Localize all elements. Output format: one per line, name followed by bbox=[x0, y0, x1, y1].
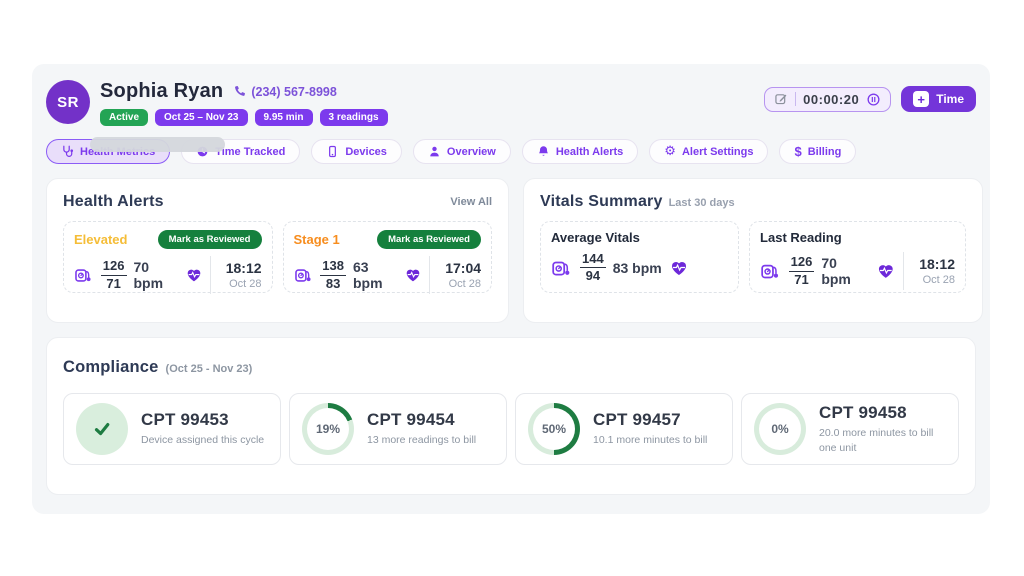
view-all-link[interactable]: View All bbox=[450, 196, 492, 208]
cpt-card: 0% CPT 99458 20.0 more minutes to bill o… bbox=[741, 393, 959, 465]
compliance-period: (Oct 25 - Nov 23) bbox=[165, 363, 253, 375]
tab-billing[interactable]: $ Billing bbox=[779, 139, 857, 164]
timer-value: 00:00:20 bbox=[803, 91, 860, 107]
vitals-summary-subtitle: Last 30 days bbox=[668, 197, 735, 209]
cpt-code: CPT 99454 bbox=[367, 410, 455, 430]
severity-label: Elevated bbox=[74, 232, 128, 247]
patient-dashboard: SR Sophia Ryan (234) 567-8998 Active Oct… bbox=[32, 64, 990, 514]
phone-icon bbox=[235, 85, 246, 96]
gear-icon: ⚙ bbox=[664, 144, 676, 159]
heart-rate-value: 70 bpm bbox=[133, 259, 164, 291]
minutes-badge: 9.95 min bbox=[254, 109, 313, 126]
bell-icon bbox=[538, 146, 548, 156]
bp-reading: 126 71 bbox=[100, 258, 127, 291]
heart-pulse-icon bbox=[406, 269, 420, 282]
check-icon bbox=[94, 423, 110, 436]
vitals-summary-title: Vitals Summary bbox=[540, 193, 663, 210]
cpt-description: Device assigned this cycle bbox=[141, 434, 265, 447]
session-timer[interactable]: 00:00:20 bbox=[764, 86, 892, 112]
patient-header: SR Sophia Ryan (234) 567-8998 Active Oct… bbox=[46, 80, 976, 152]
cpt-card: CPT 99453 Device assigned this cycle bbox=[63, 393, 281, 465]
alert-card: Elevated Mark as Reviewed 126 bbox=[63, 221, 273, 294]
plus-icon: + bbox=[913, 91, 930, 107]
cpt-description: 20.0 more minutes to bill one unit bbox=[819, 427, 934, 454]
bp-reading: 138 83 bbox=[320, 258, 346, 291]
cpt-code: CPT 99453 bbox=[141, 410, 229, 430]
device-icon bbox=[329, 145, 337, 158]
blood-pressure-icon bbox=[294, 269, 311, 282]
patient-info: SR Sophia Ryan (234) 567-8998 Active Oct… bbox=[46, 80, 388, 152]
progress-ring: 0% bbox=[754, 403, 806, 455]
cpt-code: CPT 99458 bbox=[819, 403, 907, 423]
health-alerts-panel: Health Alerts View All Elevated Mark as … bbox=[46, 178, 509, 323]
timer-divider bbox=[795, 92, 797, 106]
stethoscope-icon bbox=[63, 145, 74, 157]
severity-label: Stage 1 bbox=[293, 232, 340, 247]
tooltip-overlay bbox=[90, 137, 225, 152]
reading-time: 17:04 Oct 28 bbox=[445, 260, 482, 290]
compliance-panel: Compliance (Oct 25 - Nov 23) CPT 99453 D… bbox=[46, 337, 976, 495]
cpt-card: 50% CPT 99457 10.1 more minutes to bill bbox=[515, 393, 733, 465]
card-divider bbox=[903, 252, 904, 290]
bp-reading: 126 71 bbox=[788, 254, 815, 287]
progress-ring: 19% bbox=[302, 403, 354, 455]
bp-reading: 144 94 bbox=[580, 251, 606, 284]
progress-percent: 0% bbox=[759, 408, 801, 450]
pause-icon[interactable] bbox=[866, 92, 881, 107]
header-actions: 00:00:20 + Time bbox=[764, 86, 976, 112]
badges-row: Active Oct 25 – Nov 23 9.95 min 3 readin… bbox=[100, 109, 388, 126]
progress-percent: 50% bbox=[533, 408, 575, 450]
heart-rate-value: 70 bpm bbox=[821, 255, 851, 287]
compliance-title: Compliance bbox=[63, 358, 159, 376]
heart-pulse-icon bbox=[671, 261, 686, 275]
blood-pressure-icon bbox=[75, 269, 91, 282]
phone-number: (234) 567-8998 bbox=[251, 84, 337, 99]
alert-card: Stage 1 Mark as Reviewed 138 bbox=[282, 221, 492, 294]
status-badge: Active bbox=[100, 109, 149, 126]
heart-pulse-icon bbox=[879, 265, 894, 278]
dollar-icon: $ bbox=[794, 144, 802, 159]
heart-pulse-icon bbox=[187, 269, 200, 282]
card-divider bbox=[429, 256, 431, 294]
mark-reviewed-button[interactable]: Mark as Reviewed bbox=[377, 230, 481, 249]
card-divider bbox=[209, 256, 211, 294]
last-reading-card: Last Reading 126 71 70 bbox=[749, 221, 966, 293]
check-circle bbox=[76, 403, 128, 455]
person-icon bbox=[430, 146, 439, 157]
tab-devices[interactable]: Devices bbox=[311, 139, 402, 164]
reading-time: 18:12 Oct 28 bbox=[919, 256, 955, 286]
cpt-card: 19% CPT 99454 13 more readings to bill bbox=[289, 393, 507, 465]
heart-rate-value: 83 bpm bbox=[612, 259, 662, 276]
page-title: Sophia Ryan bbox=[100, 80, 224, 102]
avatar: SR bbox=[46, 80, 90, 124]
reading-time: 18:12 Oct 28 bbox=[225, 260, 262, 290]
phone-link[interactable]: (234) 567-8998 bbox=[233, 84, 337, 99]
cycle-dates-badge: Oct 25 – Nov 23 bbox=[155, 109, 248, 126]
mark-reviewed-button[interactable]: Mark as Reviewed bbox=[157, 230, 262, 249]
progress-ring: 50% bbox=[528, 403, 580, 455]
heart-rate-value: 63 bpm bbox=[353, 259, 383, 291]
edit-icon[interactable] bbox=[774, 92, 788, 106]
add-time-button[interactable]: + Time bbox=[901, 86, 976, 112]
vitals-summary-panel: Vitals Summary Last 30 days Average Vita… bbox=[523, 178, 983, 323]
cpt-description: 13 more readings to bill bbox=[367, 434, 477, 447]
progress-percent: 19% bbox=[307, 408, 349, 450]
cpt-code: CPT 99457 bbox=[593, 410, 681, 430]
tab-overview[interactable]: Overview bbox=[412, 139, 511, 164]
readings-badge: 3 readings bbox=[319, 109, 388, 126]
tab-alert-settings[interactable]: ⚙ Alert Settings bbox=[649, 139, 769, 164]
blood-pressure-icon bbox=[761, 264, 779, 279]
cpt-description: 10.1 more minutes to bill bbox=[593, 434, 708, 447]
average-vitals-card: Average Vitals 144 94 bbox=[540, 221, 740, 293]
health-alerts-title: Health Alerts bbox=[63, 193, 164, 210]
blood-pressure-icon bbox=[552, 261, 570, 276]
tab-health-alerts[interactable]: Health Alerts bbox=[521, 139, 639, 164]
